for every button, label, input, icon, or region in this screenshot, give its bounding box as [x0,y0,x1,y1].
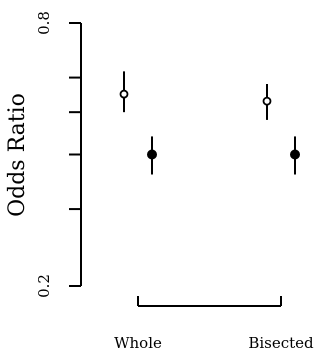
plot-marks [119,71,300,175]
y-tick-label: 0.8 [35,11,53,35]
open-point [262,96,272,106]
y-axis-title: Odds Ratio [5,93,30,217]
filled-point [290,149,300,160]
open-point [119,89,129,99]
x-axis: Whole Bisected [114,296,314,352]
y-tick-label: 0.2 [35,274,53,298]
x-tick-label: Bisected [248,334,314,352]
y-axis: 0.8 0.2 [35,11,82,298]
filled-point [147,149,157,160]
x-tick-label: Whole [114,334,162,352]
